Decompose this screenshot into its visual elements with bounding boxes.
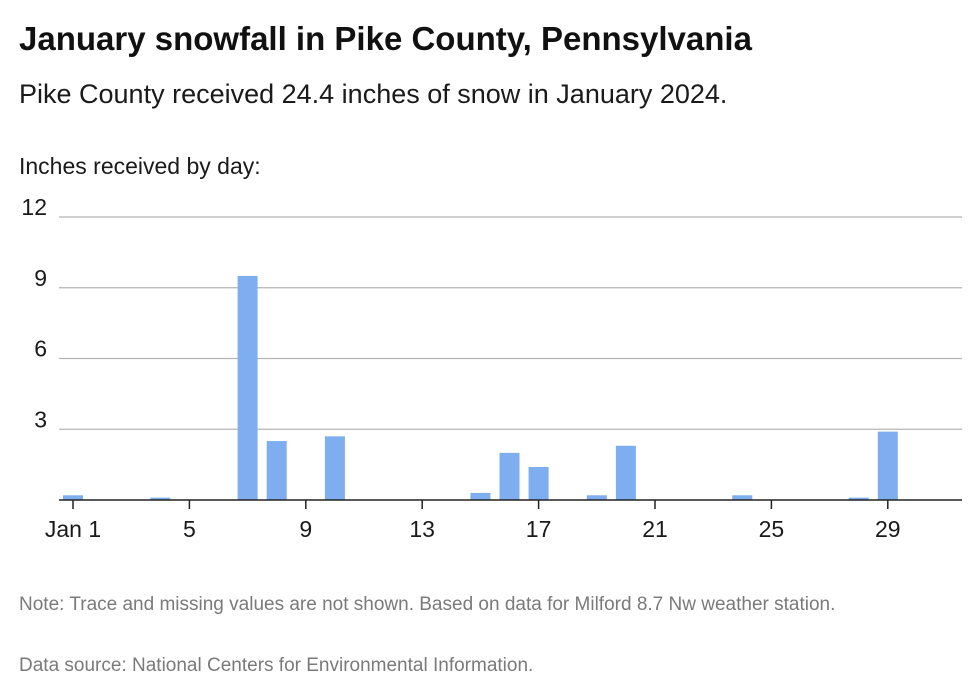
bar-jan-24	[732, 495, 753, 500]
bar-jan-8	[266, 441, 287, 500]
bar-jan-10	[324, 436, 345, 500]
x-tick-label: 17	[526, 516, 552, 542]
y-tick-label: 12	[21, 194, 47, 220]
y-tick-label: 3	[34, 406, 47, 432]
chart-source: Data source: National Centers for Enviro…	[19, 655, 534, 676]
bar-jan-17	[528, 466, 549, 500]
gridlines	[59, 216, 962, 430]
bars	[63, 275, 898, 500]
x-tick-label: 9	[299, 516, 312, 542]
bar-jan-1	[63, 495, 83, 500]
bar-jan-7	[237, 275, 258, 500]
x-tick-label: 5	[183, 516, 196, 542]
bar-jan-19	[586, 495, 607, 500]
chart-note: Note: Trace and missing values are not s…	[19, 594, 836, 615]
x-tick-label: 13	[409, 516, 435, 542]
snowfall-bar-chart: Jan 1 5 9 13 17 21 25 29 3 6 9 12	[21, 194, 962, 542]
bar-jan-15	[470, 492, 491, 500]
x-tick-label: 25	[759, 516, 785, 542]
bar-jan-20	[615, 445, 636, 500]
y-tick-labels: 3 6 9 12	[21, 194, 47, 432]
chart-title: January snowfall in Pike County, Pennsyl…	[19, 20, 752, 57]
x-tick-label: 29	[875, 516, 901, 542]
x-tick-label: Jan 1	[45, 516, 101, 542]
bar-jan-16	[499, 452, 520, 500]
x-axis: Jan 1 5 9 13 17 21 25 29	[45, 499, 962, 542]
x-tick-label: 21	[642, 516, 668, 542]
bar-jan-29	[877, 431, 898, 500]
y-axis-label: Inches received by day:	[19, 153, 261, 179]
bar-jan-4	[150, 497, 171, 500]
chart-subtitle: Pike County received 24.4 inches of snow…	[19, 79, 728, 109]
y-tick-label: 9	[34, 265, 47, 291]
y-tick-label: 6	[34, 336, 47, 362]
bar-jan-28	[848, 497, 869, 500]
